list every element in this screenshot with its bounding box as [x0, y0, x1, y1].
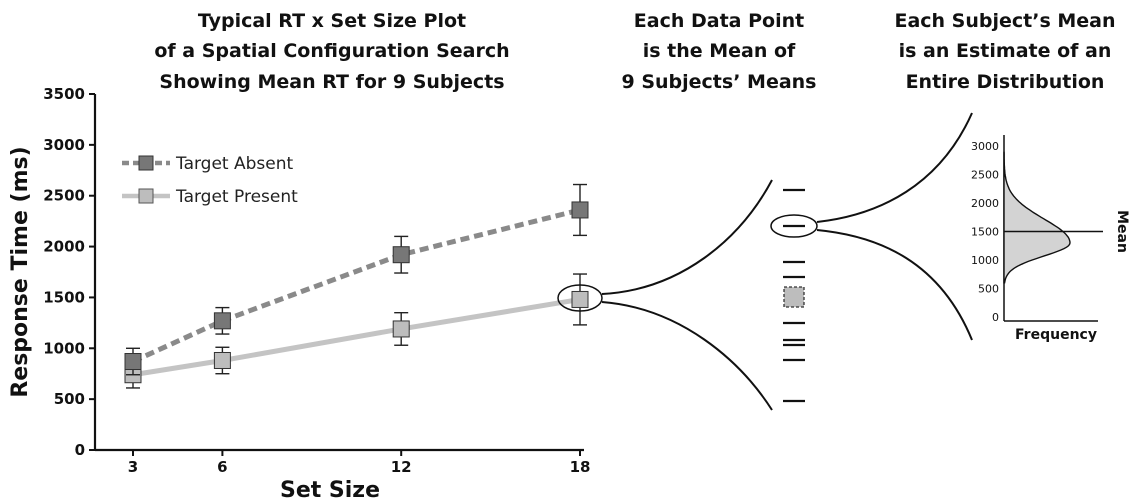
zoom-connector-right	[816, 112, 973, 341]
x-axis-ticks: 3 6 12 18	[128, 450, 591, 476]
y-tick-label: 3000	[43, 136, 85, 154]
dist-y-ticks: 0 500 1000 1500 2000 2500 3000	[971, 140, 999, 324]
middle-title-line-3: 9 Subjects’ Means	[622, 71, 817, 93]
y-axis-label: Response Time (ms)	[8, 146, 33, 397]
x-tick-label: 6	[217, 458, 227, 476]
series-target-present	[124, 273, 589, 389]
series-line	[132, 296, 581, 378]
right-panel-title: Each Subject’s Mean is an Estimate of an…	[894, 10, 1115, 93]
legend-swatch-marker-absent	[138, 155, 154, 171]
subject-means-panel	[770, 188, 818, 403]
dist-tick-label: 1000	[971, 254, 999, 267]
x-tick-label: 3	[128, 458, 138, 476]
data-point	[392, 246, 410, 264]
middle-title-line-2: is the Mean of	[643, 40, 796, 62]
dist-tick-label: 500	[978, 283, 999, 296]
middle-panel-title: Each Data Point is the Mean of 9 Subject…	[622, 10, 817, 93]
legend: Target Absent Target Present	[122, 154, 298, 207]
dist-tick-label: 2500	[971, 169, 999, 182]
main-title-line-2: of a Spatial Configuration Search	[154, 40, 509, 62]
dist-tick-label: 3000	[971, 140, 999, 153]
legend-swatch-marker-present	[138, 188, 154, 204]
series-layer	[124, 183, 589, 389]
dist-tick-label: 0	[992, 311, 999, 324]
main-chart-title: Typical RT x Set Size Plot of a Spatial …	[154, 10, 509, 93]
data-point	[571, 290, 589, 308]
connector-curve-upper-right	[816, 112, 973, 223]
frequency-label: Frequency	[1015, 327, 1097, 343]
series-line	[131, 207, 581, 364]
legend-item-target-absent: Target Absent	[122, 154, 294, 174]
x-tick-label: 12	[391, 458, 412, 476]
y-axis-ticks: 0 500 1000 1500 2000 2500 3000 3500	[43, 85, 95, 459]
x-axis-label: Set Size	[280, 478, 380, 503]
y-tick-label: 3500	[43, 85, 85, 103]
dist-tick-label: 2000	[971, 197, 999, 210]
legend-item-target-present: Target Present	[122, 187, 298, 207]
main-chart-axes: 0 500 1000 1500 2000 2500 3000 3500 3 6 12 18 Resp…	[8, 85, 590, 503]
distribution-panel: 0 500 1000 1500 2000 2500 3000 Mean Frequency	[971, 135, 1130, 343]
middle-title-line-1: Each Data Point	[634, 10, 804, 32]
highlight-ellipse-subject-mean	[770, 214, 818, 238]
group-mean-marker	[783, 286, 805, 308]
dist-tick-label: 1500	[971, 226, 999, 239]
connector-curve-lower-right	[816, 229, 973, 341]
data-point	[124, 353, 142, 371]
right-title-line-3: Entire Distribution	[906, 71, 1105, 93]
main-title-line-3: Showing Mean RT for 9 Subjects	[159, 71, 504, 93]
legend-label-present: Target Present	[175, 187, 298, 207]
y-tick-label: 2500	[43, 187, 85, 205]
data-point	[392, 320, 410, 338]
right-title-line-2: is an Estimate of an	[899, 40, 1112, 62]
mean-label: Mean	[1114, 210, 1130, 253]
connector-curve-upper	[601, 179, 773, 295]
data-point	[213, 312, 231, 330]
y-tick-label: 0	[75, 441, 85, 459]
y-tick-label: 2000	[43, 238, 85, 256]
data-point	[213, 351, 231, 369]
connector-curve-lower	[601, 301, 773, 411]
main-title-line-1: Typical RT x Set Size Plot	[198, 10, 466, 32]
legend-label-absent: Target Absent	[175, 154, 294, 174]
distribution-curve	[1003, 151, 1071, 284]
y-tick-label: 1000	[43, 339, 85, 357]
highlight-ellipse-data-point	[557, 284, 603, 312]
data-point	[571, 201, 589, 219]
series-target-absent	[124, 183, 589, 376]
zoom-connector-left	[601, 179, 773, 411]
right-title-line-1: Each Subject’s Mean	[894, 10, 1115, 32]
y-tick-label: 500	[54, 390, 85, 408]
x-tick-label: 18	[570, 458, 591, 476]
y-tick-label: 1500	[43, 288, 85, 306]
